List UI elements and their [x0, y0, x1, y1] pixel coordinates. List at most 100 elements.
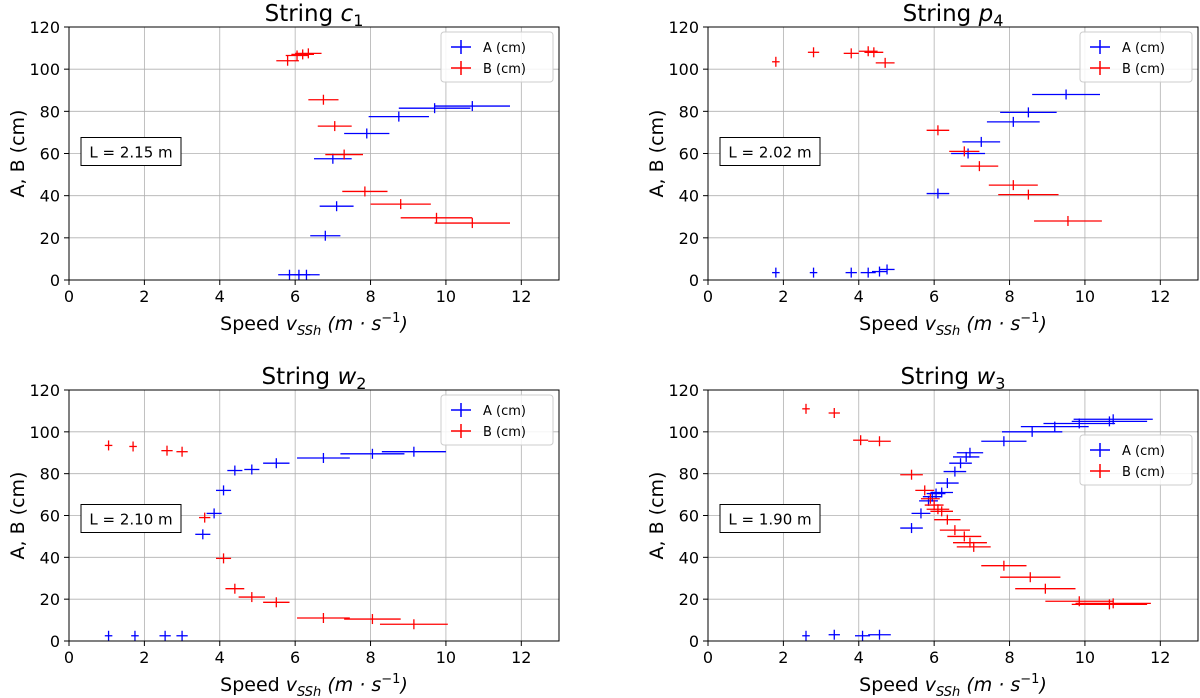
data-point [368, 111, 429, 122]
data-point [195, 529, 211, 540]
xlabel-variable: v [286, 313, 298, 335]
axes-frame [707, 389, 1199, 642]
x-axis-label: Speed vSSh (m · s−1) [859, 311, 1047, 339]
y-tick-label: 40 [679, 548, 699, 567]
data-point [875, 57, 895, 68]
xlabel-prefix: Speed [220, 674, 286, 696]
xlabel-exponent: −1 [1020, 311, 1039, 326]
data-point [319, 201, 354, 212]
y-tick-label: 80 [40, 465, 60, 484]
data-point [900, 469, 923, 480]
y-tick-label: 20 [679, 590, 699, 609]
y-tick-label: 40 [40, 548, 60, 567]
data-point [900, 523, 923, 534]
data-point [920, 493, 940, 504]
legend-entry: B (cm) [1090, 464, 1165, 480]
data-point [291, 49, 314, 60]
x-tick-label: 2 [778, 287, 788, 306]
length-annotation: L = 2.02 m [719, 137, 821, 166]
data-point [953, 537, 987, 548]
title-variable: w [976, 364, 995, 390]
xlabel-close: ) [398, 674, 407, 696]
x-axis-label: Speed vSSh (m · s−1) [220, 672, 408, 698]
y-tick-label: 100 [668, 423, 699, 442]
data-point [802, 630, 810, 641]
data-point [225, 583, 245, 594]
data-point [131, 630, 139, 641]
series-a [104, 446, 446, 641]
xlabel-prefix: Speed [220, 313, 286, 335]
y-axis-label: A, B (cm) [7, 472, 29, 560]
y-tick-label: 80 [679, 102, 699, 121]
data-point [986, 116, 1040, 127]
data-point [434, 101, 510, 112]
xlabel-subscript: SSh [297, 324, 321, 339]
y-tick-label: 80 [679, 465, 699, 484]
xlabel-exponent: −1 [381, 311, 400, 326]
data-point [953, 451, 980, 462]
data-point [314, 153, 352, 164]
legend-label: A (cm) [483, 41, 526, 56]
x-tick-label: 12 [1150, 648, 1170, 667]
xlabel-unit: (m · s [960, 313, 1020, 335]
axes-frame [707, 26, 1199, 281]
y-tick-label: 60 [40, 145, 60, 164]
data-point [772, 267, 780, 278]
y-axis-label: A, B (cm) [646, 472, 668, 560]
x-tick-label: 8 [365, 287, 375, 306]
y-tick-label: 60 [40, 507, 60, 526]
data-point [930, 487, 953, 498]
y-tick-label: 40 [40, 187, 60, 206]
x-tick-label: 10 [1075, 287, 1095, 306]
data-point [864, 47, 884, 58]
y-tick-label: 60 [679, 507, 699, 526]
y-tick-label: 120 [668, 18, 699, 37]
legend: A (cm) B (cm) [440, 31, 554, 83]
x-tick-label: 0 [64, 287, 74, 306]
annotation-text: L = 2.15 m [89, 144, 172, 162]
x-axis-label: Speed vSSh (m · s−1) [220, 311, 408, 339]
legend-box [440, 31, 554, 83]
data-point [956, 447, 984, 458]
data-point [317, 121, 352, 132]
data-point [104, 630, 113, 641]
data-point [434, 218, 510, 229]
data-point [216, 553, 232, 564]
series-b [104, 440, 448, 630]
data-point [809, 267, 818, 278]
legend-entry: B (cm) [1090, 61, 1165, 77]
x-tick-label: 8 [1004, 648, 1014, 667]
data-point [325, 149, 363, 160]
y-tick-label: 80 [40, 102, 60, 121]
data-point [828, 629, 840, 640]
annotation-box [80, 504, 182, 533]
y-tick-label: 0 [689, 632, 699, 651]
xlabel-prefix: Speed [859, 674, 925, 696]
x-tick-label: 12 [511, 648, 531, 667]
title-subscript: 1 [353, 11, 363, 30]
data-point [340, 448, 405, 459]
data-point [930, 506, 953, 517]
annotation-box [719, 504, 821, 533]
data-point [295, 48, 322, 59]
y-tick-label: 20 [40, 590, 60, 609]
data-point [285, 50, 309, 61]
x-tick-label: 6 [929, 648, 939, 667]
data-point [915, 485, 935, 496]
data-point [828, 408, 840, 419]
y-tick-label: 0 [50, 271, 60, 290]
data-point [871, 266, 888, 277]
title-subscript: 2 [356, 374, 366, 393]
title-prefix: String [903, 1, 979, 27]
data-point [858, 46, 878, 57]
x-tick-label: 4 [854, 287, 864, 306]
legend-label: A (cm) [483, 404, 526, 419]
legend-entry: B (cm) [451, 61, 526, 77]
data-point [308, 94, 339, 105]
data-point [807, 47, 820, 58]
xlabel-variable: v [925, 313, 937, 335]
xlabel-subscript: SSh [936, 685, 960, 698]
data-point [855, 630, 871, 641]
